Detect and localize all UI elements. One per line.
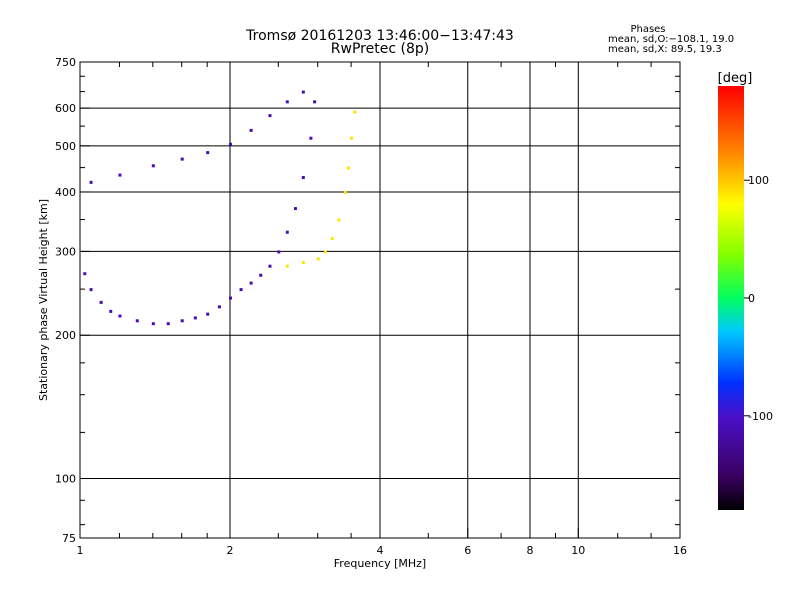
data-points [83, 90, 357, 326]
data-point-X [346, 166, 350, 170]
y-tick-label: 300 [55, 245, 76, 258]
data-point-O [166, 322, 170, 326]
colorbar-tick-label: -100 [748, 410, 773, 423]
data-point-O [180, 319, 184, 323]
chart-subtitle: RwPretec (8p) [331, 41, 429, 57]
data-point-O [301, 90, 305, 94]
colorbar: [deg] 100 0 -100 [718, 71, 773, 510]
y-tick-label: 500 [55, 140, 76, 153]
x-tick-label: 10 [571, 544, 585, 557]
x-tick-label: 6 [464, 544, 471, 557]
colorbar-tick-label: 100 [748, 174, 769, 187]
data-point-O [151, 322, 155, 326]
data-point-X [316, 257, 320, 261]
y-axis-label: Stationary phase Virtual Height [km] [37, 199, 50, 401]
data-point-O [277, 250, 281, 254]
y-tick-label: 400 [55, 186, 76, 199]
axes: 1 2 4 6 8 10 16 75 100 200 300 400 500 600 750 [55, 56, 687, 557]
data-point-O [293, 207, 297, 211]
data-point-O [83, 272, 87, 276]
data-point-O [135, 319, 139, 323]
grid [80, 62, 680, 538]
data-point-O [118, 314, 122, 318]
stats-line-o: mean, sd,O:−108.1, 19.0 [608, 34, 734, 45]
x-tick-label: 2 [227, 544, 234, 557]
data-point-X [343, 190, 347, 194]
data-point-O [249, 281, 253, 285]
data-point-O [151, 164, 155, 168]
y-tick-label: 750 [55, 56, 76, 69]
x-axis-label: Frequency [MHz] [334, 557, 426, 570]
x-tick-label: 1 [77, 544, 84, 557]
x-tick-label: 4 [377, 544, 384, 557]
x-tick-label: 8 [527, 544, 534, 557]
data-point-O [180, 157, 184, 161]
data-point-O [206, 312, 210, 316]
data-point-X [350, 136, 354, 140]
data-point-X [285, 264, 289, 268]
data-point-O [193, 316, 197, 320]
data-point-O [309, 136, 313, 140]
data-point-X [323, 250, 327, 254]
data-point-O [285, 230, 289, 234]
data-point-O [249, 128, 253, 132]
y-tick-label: 600 [55, 102, 76, 115]
data-point-O [109, 309, 113, 313]
stats-line-x: mean, sd,X: 89.5, 19.3 [608, 44, 722, 55]
y-tick-label: 200 [55, 329, 76, 342]
stats-heading: Phases [630, 24, 665, 35]
data-point-O [118, 173, 122, 177]
data-point-O [239, 288, 243, 292]
y-tick-label: 75 [62, 532, 76, 545]
data-point-O [301, 175, 305, 179]
data-point-O [229, 142, 232, 146]
colorbar-tick-label: 0 [748, 292, 755, 305]
colorbar-gradient [718, 86, 744, 510]
data-point-O [89, 180, 93, 184]
data-point-X [301, 261, 305, 265]
data-point-O [268, 114, 272, 118]
y-tick-label: 100 [55, 473, 76, 486]
data-point-O [313, 100, 317, 104]
data-point-O [99, 300, 103, 304]
data-point-O [285, 100, 289, 104]
data-point-O [206, 151, 210, 155]
data-point-O [229, 296, 232, 300]
data-point-X [330, 237, 334, 241]
data-point-O [268, 264, 272, 268]
x-tick-label: 16 [673, 544, 687, 557]
data-point-O [217, 305, 221, 309]
data-point-O [89, 288, 93, 292]
data-point-O [259, 273, 263, 277]
colorbar-label: [deg] [718, 71, 753, 86]
data-point-X [353, 110, 357, 114]
chart-title: Tromsø 20161203 13:46:00−13:47:43 [245, 28, 514, 44]
data-point-X [337, 218, 341, 222]
